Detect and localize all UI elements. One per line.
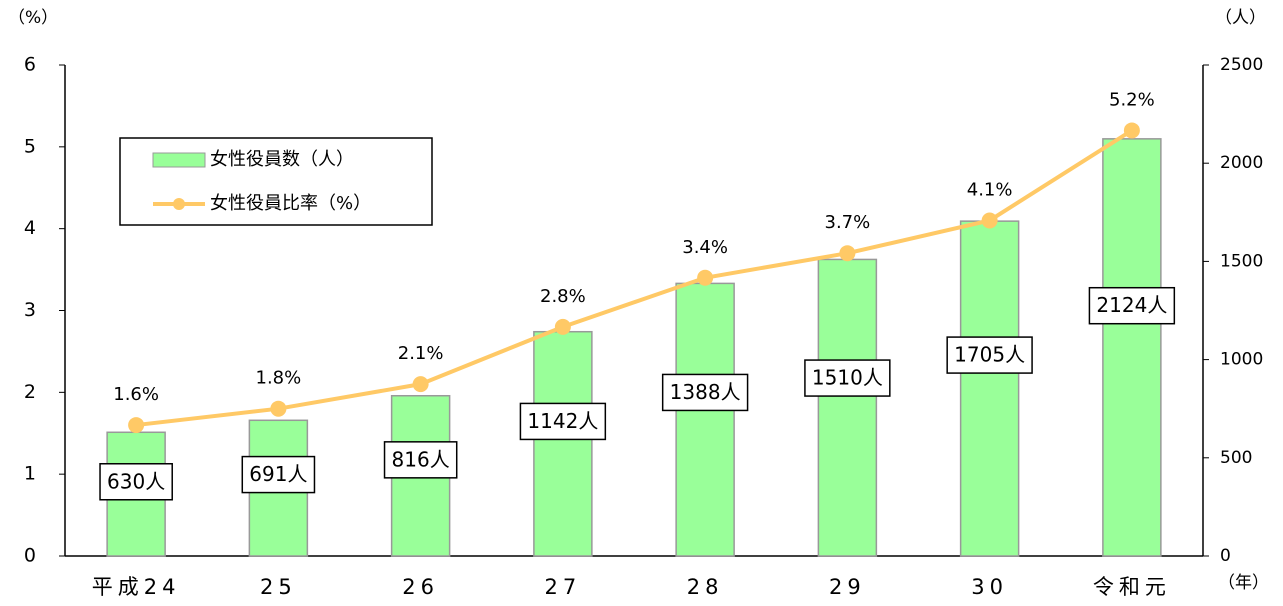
x-tick-label: 29 [829, 575, 866, 599]
line-marker [412, 376, 429, 393]
line-value-label: 3.7% [825, 212, 871, 233]
bar [817, 258, 878, 557]
bar [533, 330, 593, 557]
line-marker [1123, 122, 1140, 139]
line-value-label: 3.4% [682, 237, 728, 258]
bar-label-box [661, 373, 749, 412]
line-value-label: 4.1% [967, 179, 1013, 200]
bar-label-box [946, 336, 1033, 374]
y2-tick-label: 1500 [1220, 251, 1263, 271]
line-marker [270, 400, 287, 417]
y-tick-label: 0 [24, 545, 36, 567]
bar-label-box [804, 359, 891, 397]
y-tick-label: 5 [24, 135, 36, 157]
line [135, 128, 1133, 428]
x-tick-label: 令和元 [1093, 575, 1171, 599]
bar [675, 282, 735, 557]
legend-marker [173, 198, 185, 210]
x-tick-label: 平成24 [92, 575, 181, 599]
y2-tick-label: 0 [1220, 546, 1231, 566]
x-tick-label: 28 [687, 575, 724, 599]
x-axis-unit: （年） [1218, 573, 1269, 593]
x-tick-label: 26 [402, 575, 439, 599]
bar [1102, 138, 1162, 557]
bar-label-box [519, 402, 607, 441]
y-tick-label: 3 [24, 299, 36, 321]
line-value-label: 1.6% [113, 384, 159, 405]
y-tick-label: 1 [24, 463, 36, 485]
bar-value-label: 816人 [392, 447, 450, 471]
line-value-label: 2.8% [540, 286, 586, 307]
bar-label-box [383, 441, 458, 479]
legend-swatch [152, 152, 206, 168]
legend-label: 女性役員比率（%） [210, 193, 371, 214]
y-tick-label: 6 [24, 54, 36, 76]
line-marker [554, 318, 571, 335]
y2-tick-label: 2000 [1220, 153, 1263, 173]
line-marker [839, 245, 856, 262]
y-tick-label: 4 [24, 217, 36, 239]
bar-label-box [1088, 286, 1176, 325]
x-tick-label: 30 [971, 575, 1008, 599]
bar-label-box [241, 455, 316, 494]
line-value-label: 1.8% [256, 368, 302, 389]
y2-tick-label: 2500 [1220, 55, 1263, 75]
line-value-label: 5.2% [1109, 89, 1155, 110]
x-tick-label: 25 [260, 575, 297, 599]
line-marker [981, 212, 998, 229]
bar-value-label: 630人 [107, 469, 165, 493]
bar-value-label: 1142人 [527, 409, 598, 433]
x-tick-label: 27 [545, 575, 582, 599]
y2-axis-unit: （人） [1215, 8, 1266, 28]
bar-value-label: 1705人 [954, 343, 1025, 367]
y2-tick-label: 1000 [1220, 350, 1263, 370]
bar-value-label: 691人 [249, 462, 307, 486]
line-marker [128, 417, 145, 434]
bar-value-label: 1510人 [812, 366, 883, 390]
y2-tick-label: 500 [1220, 448, 1252, 468]
line-value-label: 2.1% [398, 343, 444, 364]
y-tick-label: 2 [24, 381, 36, 403]
line-marker [697, 269, 714, 286]
bar-value-label: 1388人 [670, 380, 741, 404]
bar [959, 220, 1020, 557]
legend-label: 女性役員数（人） [210, 149, 354, 170]
y-axis-unit: （%） [8, 8, 58, 28]
bar-label-box [99, 463, 173, 501]
bar-value-label: 2124人 [1096, 293, 1167, 317]
